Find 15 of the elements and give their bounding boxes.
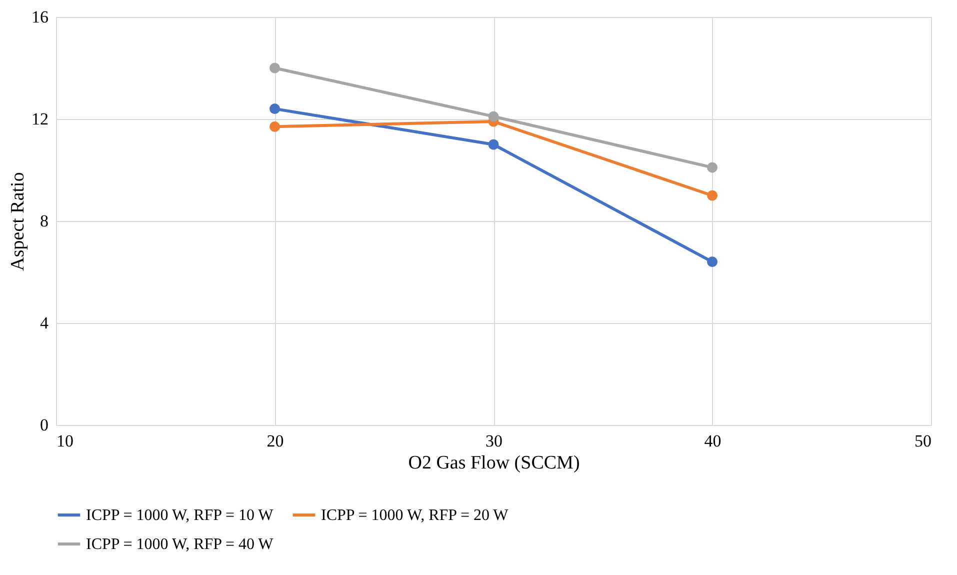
- y-axis-title: Aspect Ratio: [8, 172, 28, 271]
- x-tick-label: 40: [704, 432, 722, 450]
- legend-label: ICPP = 1000 W, RFP = 20 W: [321, 507, 510, 524]
- y-tick-label: 12: [32, 110, 48, 128]
- x-tick-label: 10: [56, 432, 74, 450]
- legend-label: ICPP = 1000 W, RFP = 10 W: [86, 507, 274, 524]
- x-axis-title: O2 Gas Flow (SCCM): [408, 452, 580, 474]
- x-tick-label: 20: [266, 432, 284, 450]
- x-tick-label: 50: [914, 432, 932, 450]
- y-tick-label: 0: [40, 416, 48, 434]
- legend-label: ICPP = 1000 W, RFP = 40 W: [86, 536, 274, 553]
- y-tick-label: 8: [40, 212, 48, 230]
- y-tick-label: 16: [32, 8, 48, 26]
- x-tick-label: 30: [486, 432, 502, 450]
- y-tick-label: 4: [40, 314, 49, 332]
